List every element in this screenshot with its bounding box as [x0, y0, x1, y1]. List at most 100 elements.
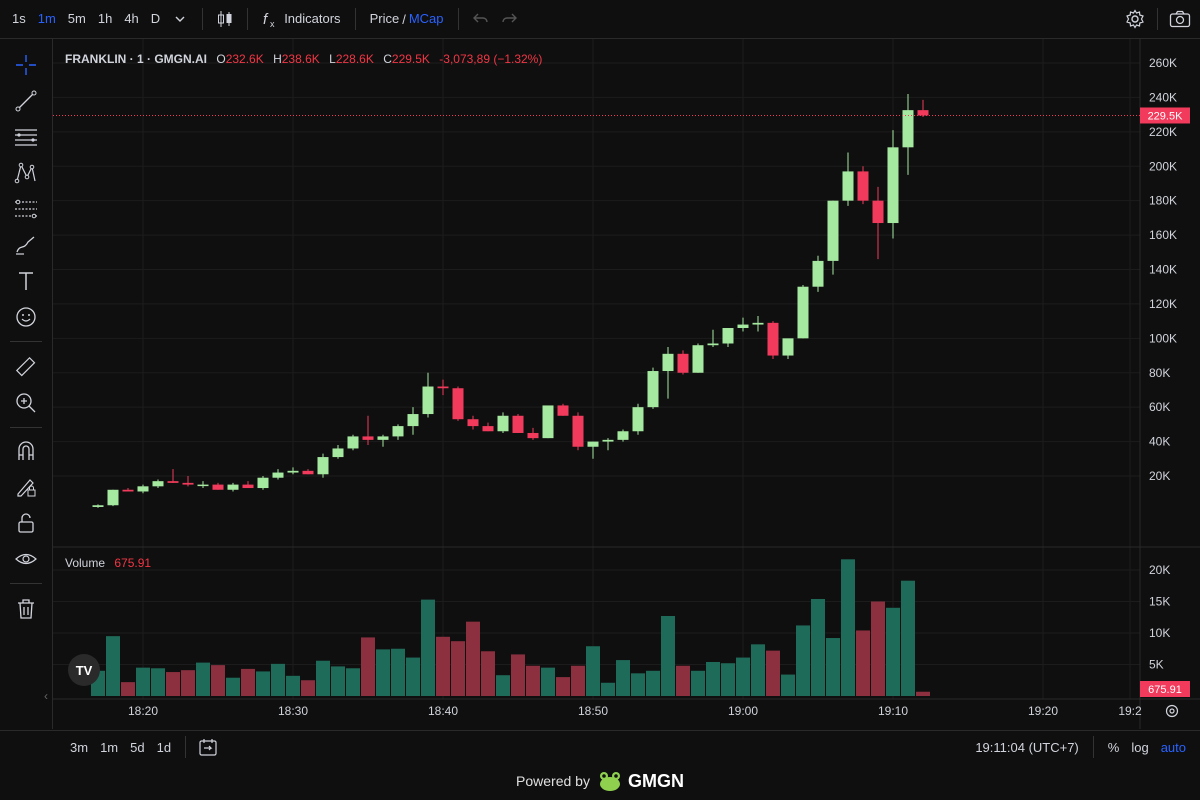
candle-body — [287, 470, 299, 473]
symbol-name[interactable]: FRANKLIN · 1 · GMGN.AI — [65, 52, 207, 66]
close-value: 229.5K — [391, 52, 430, 66]
time-axis-settings-icon[interactable] — [1165, 704, 1179, 718]
divider — [1092, 736, 1094, 758]
undo-icon[interactable] — [467, 5, 495, 33]
interval-1m[interactable]: 1m — [37, 11, 56, 26]
volume-label[interactable]: Volume — [65, 556, 106, 570]
volume-bar — [466, 621, 480, 696]
candle-body — [797, 286, 809, 339]
eye-visibility-icon[interactable] — [10, 545, 42, 573]
volume-bar — [436, 636, 450, 696]
candle-body — [437, 386, 449, 389]
candle-body — [227, 484, 239, 490]
candle-body — [722, 328, 734, 344]
trend-line-icon[interactable] — [10, 87, 42, 115]
time-tick-label: 18:50 — [578, 704, 608, 718]
candle-body — [617, 431, 629, 440]
candle-body — [557, 405, 569, 416]
volume-bar — [511, 654, 525, 696]
mcap-toggle[interactable]: MCap — [408, 11, 444, 26]
range-1m[interactable]: 1m — [100, 739, 119, 755]
settings-gear-icon[interactable] — [1121, 5, 1149, 33]
price-toggle[interactable]: Price — [369, 11, 400, 26]
volume-bar — [211, 665, 225, 696]
percent-toggle[interactable]: % — [1107, 739, 1120, 755]
volume-bar — [106, 636, 120, 696]
volume-bar — [616, 660, 630, 696]
time-axis[interactable]: 18:20 18:30 18:40 18:50 19:00 19:10 19:20 19:2 — [128, 704, 1142, 718]
range-5d[interactable]: 5d — [130, 739, 145, 755]
candlestick-chart-type-icon[interactable] — [211, 5, 239, 33]
last-price-tag — [1140, 107, 1190, 124]
candle-body — [152, 481, 164, 487]
price-tick-label: 60K — [1149, 400, 1170, 414]
log-toggle[interactable]: log — [1131, 739, 1149, 755]
price-tick-label: 240K — [1149, 90, 1177, 104]
divider — [202, 8, 204, 30]
volume-bar — [811, 598, 825, 696]
auto-toggle[interactable]: auto — [1160, 739, 1186, 755]
volume-tick-label: 20K — [1149, 563, 1170, 577]
candle-body — [917, 110, 929, 116]
goto-date-icon[interactable] — [194, 733, 222, 761]
candle-body — [887, 147, 899, 224]
horizontal-lines-icon[interactable] — [10, 123, 42, 151]
magnet-icon[interactable] — [10, 437, 42, 465]
unlock-icon[interactable] — [10, 509, 42, 537]
redo-icon[interactable] — [495, 5, 523, 33]
volume-bar — [601, 682, 615, 696]
text-tool-icon[interactable] — [10, 267, 42, 295]
candle-body — [467, 419, 479, 427]
interval-5m[interactable]: 5m — [67, 11, 86, 26]
candle-body — [512, 415, 524, 433]
interval-1s[interactable]: 1s — [12, 11, 26, 26]
interval-D[interactable]: D — [150, 11, 161, 26]
gmgn-frog-logo-icon — [599, 772, 620, 791]
svg-text:x: x — [270, 19, 275, 29]
price-tick-label: 20K — [1149, 469, 1170, 483]
emoji-icon[interactable] — [10, 303, 42, 331]
last-price-tag-text: 229.5K — [1148, 110, 1184, 122]
interval-1h[interactable]: 1h — [97, 11, 113, 26]
volume-bar — [796, 625, 810, 696]
trash-icon[interactable] — [10, 595, 42, 623]
gmgn-brand[interactable]: GMGN — [627, 770, 684, 791]
volume-bar — [556, 677, 570, 696]
price-axis[interactable]: 20K 40K 60K 80K 100K 120K 140K 160K 180K 200K 220K… — [1149, 56, 1177, 483]
lock-drawing-icon[interactable] — [10, 473, 42, 501]
volume-bar — [691, 670, 705, 696]
candle-body — [137, 486, 149, 492]
indicators-button[interactable]: Indicators — [284, 11, 341, 26]
volume-bar — [676, 665, 690, 696]
candle-body — [92, 505, 104, 507]
range-3m[interactable]: 3m — [70, 739, 89, 755]
candle-body — [857, 171, 869, 201]
volume-bar — [631, 673, 645, 696]
candlestick-chart[interactable]: 20K 40K 60K 80K 100K 120K 140K 160K 180K 200K 220K… — [53, 39, 1200, 729]
brush-icon[interactable] — [10, 231, 42, 259]
price-tick-label: 220K — [1149, 125, 1177, 139]
camera-snapshot-icon[interactable] — [1166, 5, 1194, 33]
range-1d[interactable]: 1d — [156, 739, 172, 755]
chevron-down-icon[interactable] — [166, 5, 194, 33]
volume-axis[interactable]: 5K 10K 15K 20K — [1149, 563, 1170, 672]
pattern-tool-icon[interactable] — [10, 159, 42, 187]
zoom-in-icon[interactable] — [10, 389, 42, 417]
volume-bar — [841, 559, 855, 696]
tradingview-logo[interactable]: TV — [68, 654, 100, 686]
volume-tick-label: 15K — [1149, 595, 1170, 609]
volume-bar — [571, 665, 585, 696]
collapse-toolbar-chevron-icon[interactable]: ‹ — [44, 689, 48, 703]
interval-4h[interactable]: 4h — [124, 11, 139, 26]
clock-timezone[interactable]: 19:11:04 (UTC+7) — [975, 739, 1079, 755]
powered-by-text: Powered by — [516, 773, 590, 789]
candle-body — [902, 110, 914, 148]
ruler-measure-icon[interactable] — [10, 353, 42, 381]
low-value: 228.6K — [335, 52, 374, 66]
crosshair-icon[interactable] — [10, 51, 42, 79]
divider — [10, 341, 42, 342]
volume-bar — [481, 651, 495, 696]
fib-retracement-icon[interactable] — [10, 195, 42, 223]
footer: Powered by GMGN — [0, 762, 1200, 800]
